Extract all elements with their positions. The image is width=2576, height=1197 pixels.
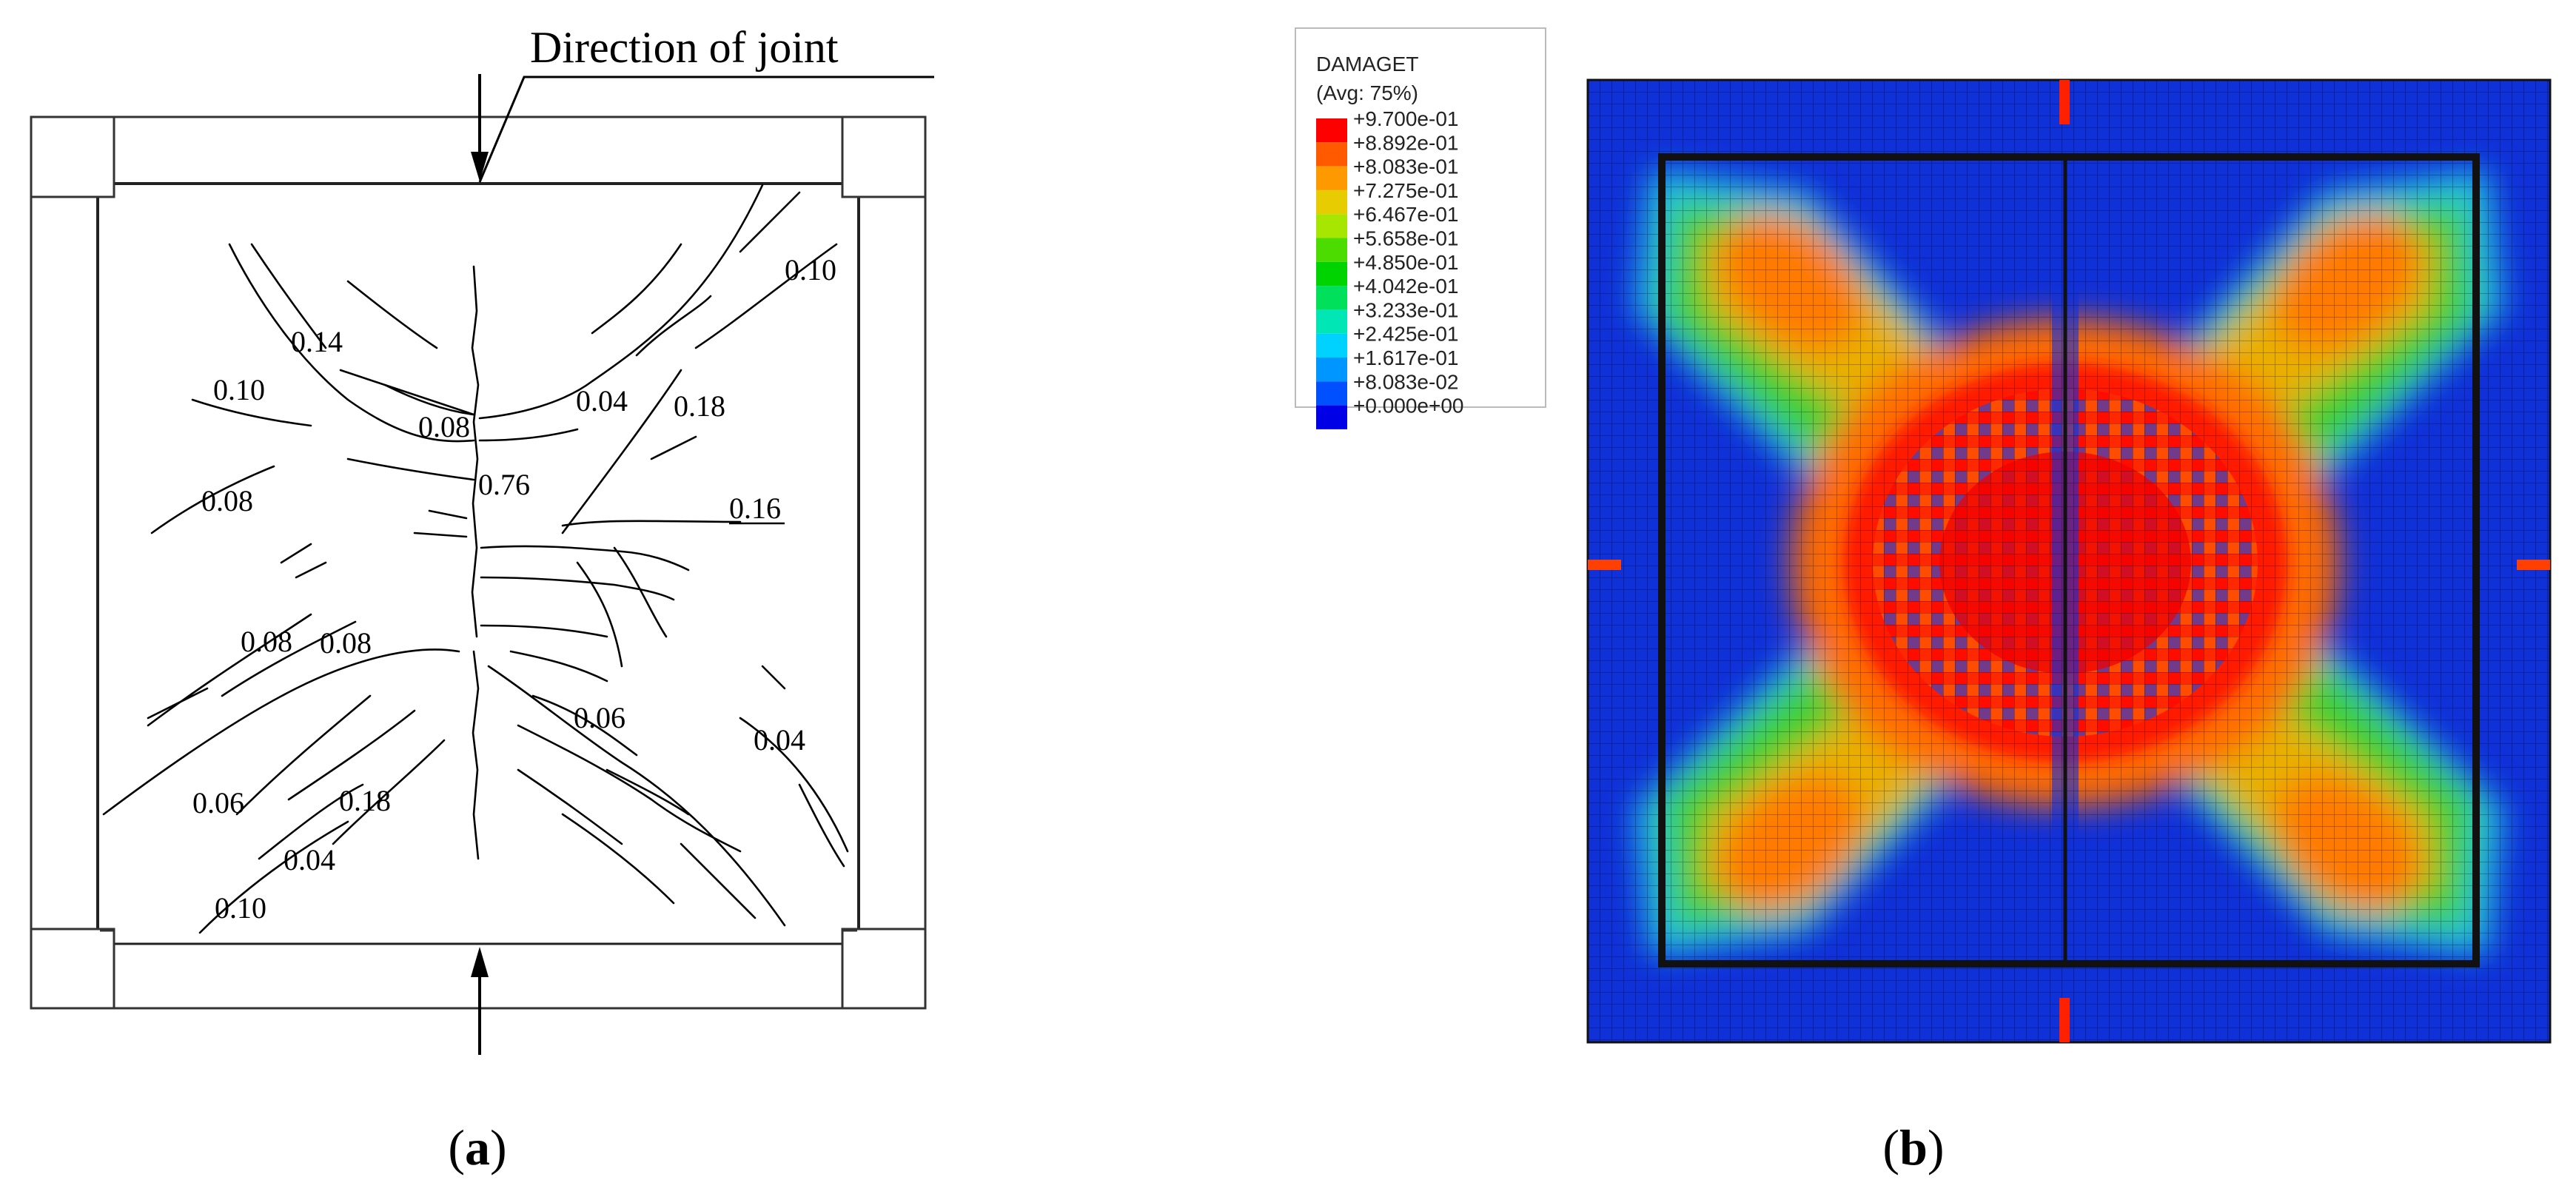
crack-label: 0.06 [574, 701, 625, 734]
panel-b-letter: b [1899, 1119, 1928, 1176]
damage-contour [1588, 80, 2550, 1042]
marker-right [2517, 560, 2550, 570]
legend-title: DAMAGET [1316, 53, 1418, 76]
crack-pattern [102, 184, 849, 934]
crack-label: 0.10 [215, 891, 266, 925]
legend-value: +9.700e-01 [1353, 107, 1458, 130]
marker-bottom [2059, 998, 2070, 1042]
legend-swatch [1316, 142, 1347, 167]
legend-swatch [1316, 309, 1347, 334]
legend-swatch [1316, 166, 1347, 190]
crack-label: 0.76 [478, 468, 530, 501]
legend-swatches [1316, 118, 1347, 429]
legend-value: +1.617e-01 [1353, 346, 1458, 369]
callout-text: Direction of joint [530, 23, 839, 72]
legend-swatch [1316, 238, 1347, 262]
crack-label: 0.18 [674, 389, 725, 423]
legend-swatch [1316, 381, 1347, 406]
legend-value: +6.467e-01 [1353, 203, 1458, 226]
legend-value: +8.083e-01 [1353, 155, 1458, 178]
crack-width-labels: 0.10 0.14 0.10 0.08 0.76 0.04 0.18 0.16 … [192, 253, 836, 925]
crack-label: 0.10 [785, 253, 836, 286]
marker-left [1588, 560, 1621, 570]
corner-block-bl [30, 928, 115, 1010]
panel-a-label: (a) [448, 1119, 506, 1176]
legend-swatch [1316, 118, 1347, 143]
legend-subtitle: (Avg: 75%) [1316, 81, 1418, 104]
callout-leader [478, 76, 934, 183]
legend-value: +3.233e-01 [1353, 298, 1458, 321]
panel-a-letter: a [465, 1119, 490, 1176]
crack-label: 0.04 [576, 384, 628, 418]
legend-value: +8.083e-02 [1353, 370, 1458, 393]
bottom-load-arrow [471, 947, 489, 1055]
crack-label: 0.16 [729, 492, 781, 525]
crack-label: 0.06 [192, 786, 244, 819]
legend-value: +4.042e-01 [1353, 275, 1458, 298]
crack-label: 0.08 [320, 626, 372, 660]
corner-block-tl [30, 115, 115, 198]
corner-block-tr [841, 115, 927, 198]
crack-label: 0.04 [754, 723, 805, 757]
marker-top [2059, 80, 2070, 124]
crack-label: 0.08 [418, 410, 470, 443]
legend-swatch [1316, 190, 1347, 215]
legend-values: +9.700e-01+8.892e-01+8.083e-01+7.275e-01… [1353, 107, 1464, 418]
legend-value: +8.892e-01 [1353, 131, 1458, 154]
outer-frame [30, 115, 927, 1010]
legend-value: +7.275e-01 [1353, 179, 1458, 202]
legend-swatch [1316, 261, 1347, 286]
corner-block-br [841, 928, 927, 1010]
legend-value: +0.000e+00 [1353, 395, 1464, 418]
legend-value: +4.850e-01 [1353, 251, 1458, 274]
crack-label: 0.08 [241, 625, 292, 658]
legend-value: +5.658e-01 [1353, 227, 1458, 250]
panel-b-label: (b) [1882, 1119, 1944, 1176]
crack-label: 0.14 [291, 325, 343, 358]
crack-label: 0.08 [201, 484, 253, 517]
crack-label: 0.10 [213, 373, 265, 406]
panel-b: DAMAGET (Avg: 75%) +9.700e-01+8.892e-01+… [1295, 27, 2552, 1176]
legend-swatch [1316, 333, 1347, 358]
legend-swatch [1316, 214, 1347, 238]
legend-swatch [1316, 286, 1347, 310]
crack-label: 0.18 [339, 784, 391, 817]
crack-label: 0.04 [284, 843, 335, 876]
legend-value: +2.425e-01 [1353, 323, 1458, 346]
legend-swatch [1316, 358, 1347, 382]
top-load-arrow [471, 74, 489, 181]
panel-a: Direction of joint [30, 23, 934, 1176]
steel-frame [1658, 153, 2480, 968]
legend-swatch [1316, 405, 1347, 429]
